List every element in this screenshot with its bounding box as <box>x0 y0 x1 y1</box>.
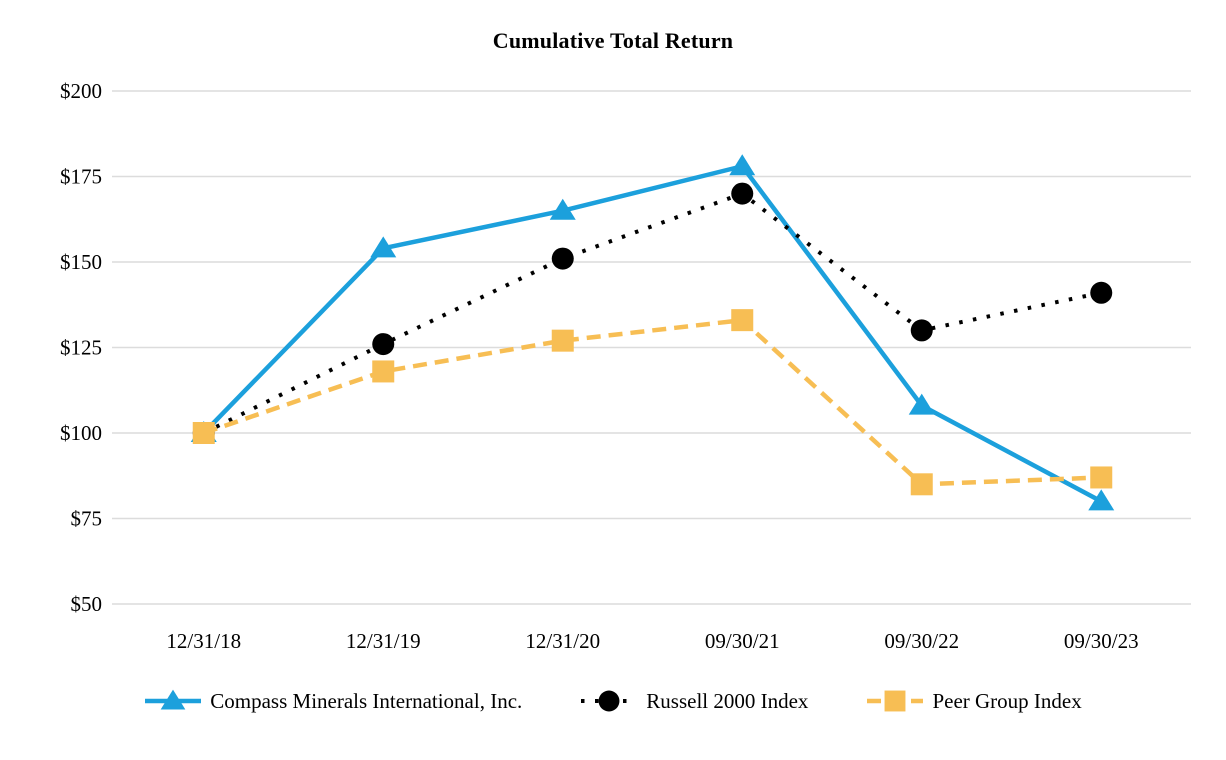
circle-marker-icon <box>598 690 620 712</box>
x-axis-tick-label: 12/31/20 <box>525 629 600 653</box>
circle-marker-icon <box>731 182 754 205</box>
series-compass-minerals-international-inc <box>190 154 1115 511</box>
legend-label: Russell 2000 Index <box>646 688 809 713</box>
triangle-marker-icon <box>370 236 397 258</box>
triangle-marker-icon <box>729 154 756 176</box>
circle-marker-icon <box>551 247 574 270</box>
series-peer-group-index <box>192 309 1113 496</box>
legend: Compass Minerals International, Inc. Russ… <box>0 686 1226 716</box>
y-axis-tick-label: $150 <box>60 250 102 274</box>
y-axis-tick-label: $100 <box>60 421 102 445</box>
legend-item-peer-group-index: Peer Group Index <box>866 686 1082 716</box>
circle-marker-icon <box>1090 281 1113 304</box>
y-axis-tick-label: $200 <box>60 79 102 103</box>
legend-label: Peer Group Index <box>932 688 1082 713</box>
triangle-marker-icon <box>160 689 186 710</box>
x-axis-tick-label: 09/30/22 <box>884 629 959 653</box>
square-marker-icon <box>372 360 395 383</box>
circle-legend-icon <box>581 690 638 712</box>
x-axis-tick-label: 09/30/21 <box>705 629 780 653</box>
square-marker-icon <box>884 690 906 712</box>
chart-svg: $200 $175 $150 $125 $100 $75 $50 12/31/18 12/31/… <box>60 79 1191 653</box>
x-axis-tick-label: 12/31/19 <box>346 629 421 653</box>
y-axis-tick-label: $175 <box>60 165 102 189</box>
circle-marker-icon <box>372 333 395 356</box>
square-marker-icon <box>731 309 754 332</box>
chart-title: Cumulative Total Return <box>492 28 734 53</box>
square-legend-icon <box>867 690 924 712</box>
series-russell-2000-index <box>192 182 1113 444</box>
triangle-legend-icon <box>145 689 202 710</box>
square-marker-icon <box>192 422 215 444</box>
triangle-marker-icon <box>1088 489 1115 511</box>
legend-item-compass-minerals-international-inc: Compass Minerals International, Inc. <box>144 686 522 716</box>
x-axis-tick-label: 09/30/23 <box>1064 629 1139 653</box>
square-marker-icon <box>1090 466 1113 489</box>
y-axis-tick-label: $75 <box>71 507 103 531</box>
y-axis-tick-label: $125 <box>60 336 102 360</box>
legend-item-russell-2000-index: Russell 2000 Index <box>580 686 808 716</box>
square-marker-icon <box>551 329 574 352</box>
circle-marker-icon <box>910 319 933 342</box>
triangle-marker-icon <box>908 393 935 415</box>
square-marker-icon <box>910 473 933 496</box>
triangle-marker-icon <box>549 198 576 220</box>
x-axis-tick-label: 12/31/18 <box>166 629 241 653</box>
legend-label: Compass Minerals International, Inc. <box>210 688 523 713</box>
y-axis-tick-label: $50 <box>71 592 103 616</box>
